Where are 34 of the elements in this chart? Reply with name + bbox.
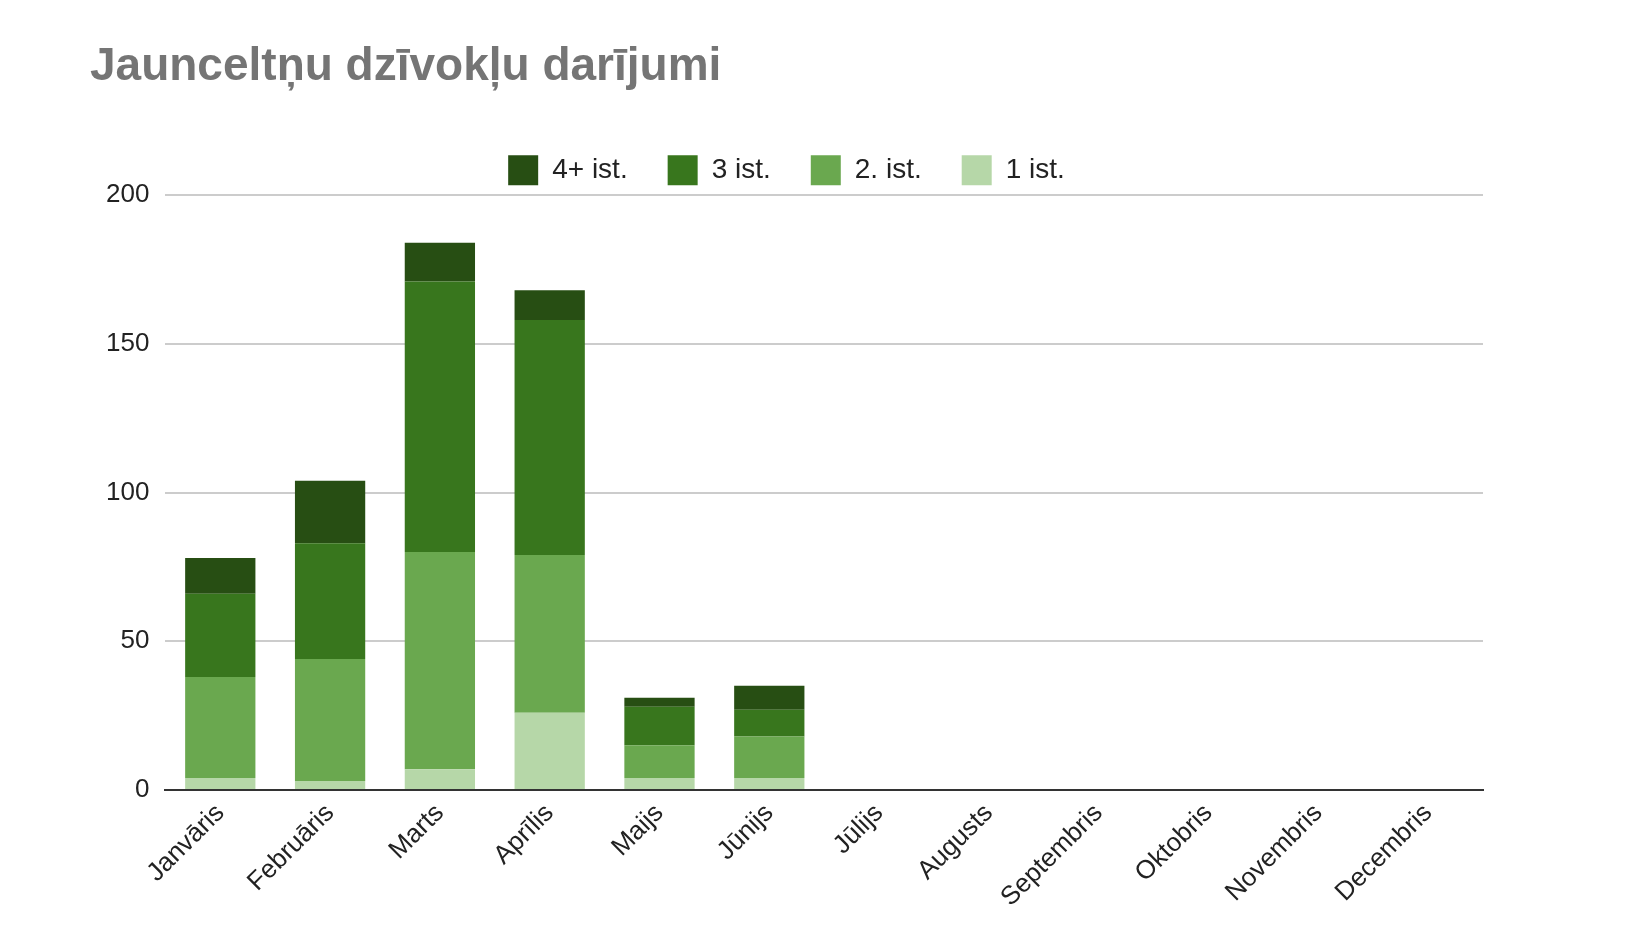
y-tick-label: 50 [120, 624, 150, 655]
bar [185, 558, 256, 594]
bar [404, 242, 476, 282]
y-tick-label: 100 [105, 475, 150, 506]
bar [404, 281, 476, 553]
bar [185, 593, 256, 677]
bar [734, 685, 805, 710]
bar [514, 712, 585, 789]
bar [294, 659, 366, 782]
bar [185, 778, 256, 789]
bar [624, 778, 695, 789]
bar [404, 552, 476, 770]
bar [514, 320, 585, 556]
bar [624, 745, 695, 779]
y-tick-label: 200 [105, 178, 150, 209]
bar [734, 709, 805, 737]
bar [294, 543, 366, 660]
legend-label: 3 ist. [711, 152, 771, 184]
bar [404, 769, 476, 789]
bar [734, 778, 805, 789]
bar [734, 736, 805, 779]
chart-title: Jaunceltņu dzīvokļu darījumi [90, 38, 722, 92]
bar [624, 697, 695, 707]
y-tick-label: 150 [105, 327, 150, 358]
bar [185, 676, 256, 779]
y-tick-label: 0 [134, 773, 150, 804]
bar [294, 480, 366, 544]
legend-label: 2. ist. [854, 152, 922, 184]
bar [294, 781, 366, 789]
legend-label: 1 ist. [1005, 152, 1065, 184]
bar [514, 290, 585, 321]
bar [624, 706, 695, 746]
legend-label: 4+ ist. [552, 152, 628, 184]
bar [514, 555, 585, 713]
